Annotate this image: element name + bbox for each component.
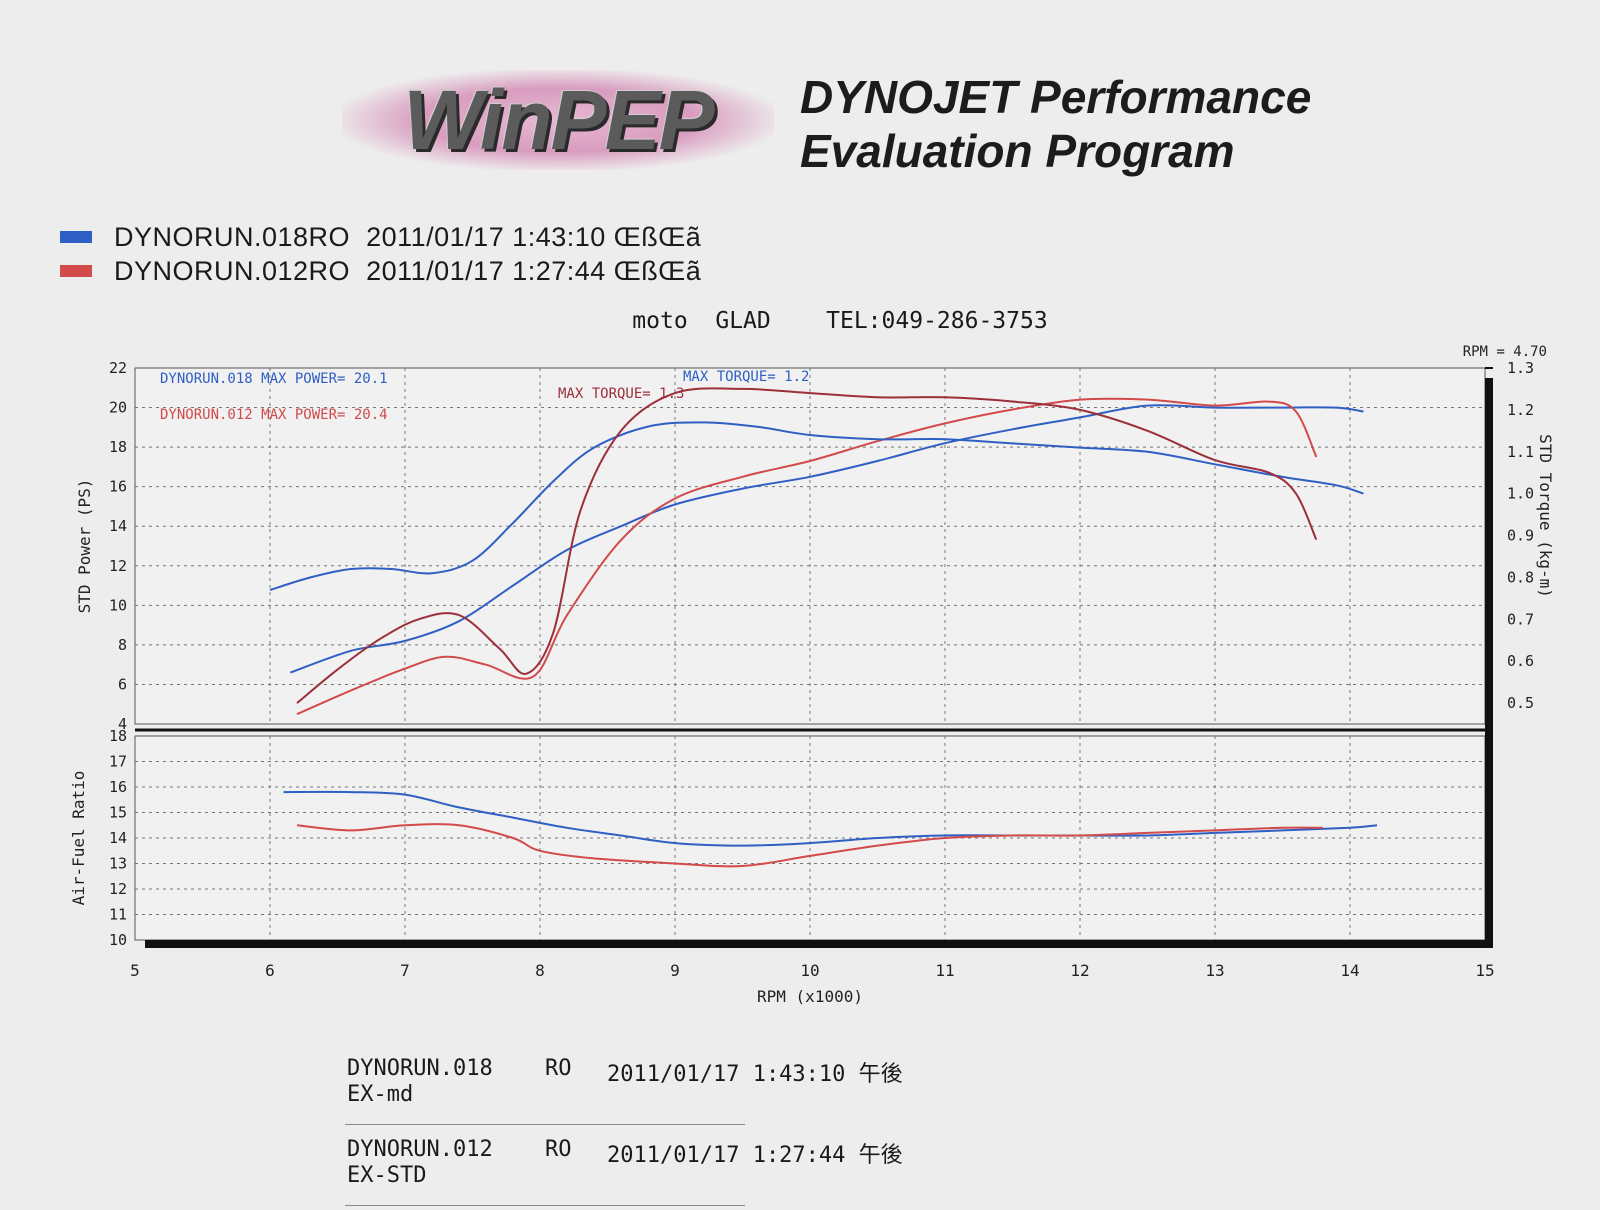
y-tick-label-torque: 0.9 xyxy=(1507,527,1534,545)
y-axis-title-torque: STD Torque (kg-m) xyxy=(1536,434,1555,598)
title-line-2: Evaluation Program xyxy=(800,125,1235,177)
y-tick-label-power: 18 xyxy=(109,438,127,456)
x-tick-label: 11 xyxy=(935,961,954,980)
run-mode: RO xyxy=(545,1056,572,1081)
y-tick-label-torque: 0.8 xyxy=(1507,568,1534,586)
y-tick-label-power: 20 xyxy=(109,399,127,417)
run-note: EX-STD xyxy=(347,1163,427,1188)
x-tick-label: 12 xyxy=(1070,961,1089,980)
x-tick-label: 13 xyxy=(1205,961,1224,980)
y-tick-label-afr: 17 xyxy=(109,753,127,771)
program-title: DYNOJET Performance Evaluation Program xyxy=(800,70,1311,178)
legend-swatch-blue xyxy=(60,231,92,243)
x-tick-label: 15 xyxy=(1475,961,1494,980)
winpep-logo: WinPEP xyxy=(342,70,774,170)
annotation-max-torque-012: MAX TORQUE= 1.3 xyxy=(558,386,684,402)
y-tick-label-torque: 0.6 xyxy=(1507,652,1534,670)
legend-swatch-red xyxy=(60,265,92,277)
x-tick-label: 6 xyxy=(265,961,275,980)
y-tick-label-power: 10 xyxy=(109,596,127,614)
run-name: DYNORUN.012 xyxy=(347,1137,493,1162)
run-note: EX-md xyxy=(347,1082,414,1107)
y-tick-label-afr: 10 xyxy=(109,931,127,949)
series-line-torque-dynorun-012 xyxy=(296,387,1318,704)
run-datetime: 2011/01/17 1:27:44 午後 xyxy=(607,1143,903,1168)
y-tick-label-torque: 1.2 xyxy=(1507,401,1534,419)
y-tick-label-afr: 12 xyxy=(109,880,127,898)
annotation-max-torque-018: MAX TORQUE= 1.2 xyxy=(683,369,809,385)
legend-timestamp: 2011/01/17 1:27:44 ŒßŒã xyxy=(366,256,702,286)
legend-item-012: DYNORUN.012RO 2011/01/17 1:27:44 ŒßŒã xyxy=(60,254,701,288)
series-line-afr-dynorun-018 xyxy=(283,790,1378,847)
series-line-power-dynorun-012 xyxy=(296,397,1318,716)
y-tick-label-power: 14 xyxy=(109,517,127,535)
series-line-afr-dynorun-012 xyxy=(296,823,1324,868)
y-tick-label-torque: 1.0 xyxy=(1507,485,1534,503)
x-tick-label: 10 xyxy=(800,961,819,980)
run-legend: DYNORUN.018RO 2011/01/17 1:43:10 ŒßŒã DY… xyxy=(60,220,701,288)
run-entry-012: DYNORUN.012 RO 2011/01/17 1:27:44 午後 EX-… xyxy=(345,1129,903,1206)
x-tick-label: 14 xyxy=(1340,961,1359,980)
x-tick-label: 7 xyxy=(400,961,410,980)
y-tick-label-afr: 16 xyxy=(109,778,127,796)
y-tick-label-torque: 0.7 xyxy=(1507,610,1534,628)
run-details: DYNORUN.018 RO 2011/01/17 1:43:10 午後 EX-… xyxy=(345,1048,903,1210)
y-tick-label-power: 8 xyxy=(118,636,127,654)
run-name: DYNORUN.018 xyxy=(347,1056,493,1081)
y-tick-label-power: 22 xyxy=(109,359,127,377)
y-tick-label-torque: 0.5 xyxy=(1507,694,1534,712)
y-tick-label-power: 4 xyxy=(118,715,127,733)
y-tick-label-power: 6 xyxy=(118,675,127,693)
y-tick-label-torque: 1.3 xyxy=(1507,359,1534,377)
y-axis-title-power: STD Power (PS) xyxy=(75,479,94,614)
annotation-max-power-018: DYNORUN.018 MAX POWER= 20.1 xyxy=(160,371,388,387)
x-axis-title: RPM (x1000) xyxy=(757,987,863,1006)
y-tick-label-afr: 11 xyxy=(109,906,127,924)
legend-file: DYNORUN.012RO xyxy=(114,256,351,286)
series-line-power-dynorun-018 xyxy=(289,404,1364,674)
legend-timestamp: 2011/01/17 1:43:10 ŒßŒã xyxy=(366,222,702,252)
y-axis-title-afr: Air-Fuel Ratio xyxy=(69,771,88,906)
x-tick-label: 5 xyxy=(130,961,140,980)
y-tick-label-afr: 15 xyxy=(109,804,127,822)
title-line-1: DYNOJET Performance xyxy=(800,71,1312,123)
y-tick-label-power: 16 xyxy=(109,478,127,496)
rpm-note: RPM = 4.70 xyxy=(1463,344,1547,360)
x-tick-label: 8 xyxy=(535,961,545,980)
y-tick-label-afr: 18 xyxy=(109,727,127,745)
y-tick-label-power: 12 xyxy=(109,557,127,575)
y-tick-label-torque: 1.1 xyxy=(1507,443,1534,461)
run-entry-018: DYNORUN.018 RO 2011/01/17 1:43:10 午後 EX-… xyxy=(345,1048,903,1125)
legend-file: DYNORUN.018RO xyxy=(114,222,351,252)
run-mode: RO xyxy=(545,1137,572,1162)
legend-item-018: DYNORUN.018RO 2011/01/17 1:43:10 ŒßŒã xyxy=(60,220,701,254)
annotation-max-power-012: DYNORUN.012 MAX POWER= 20.4 xyxy=(160,407,388,423)
shop-info: moto GLAD TEL:049-286-3753 xyxy=(632,308,1048,334)
logo-text: WinPEP xyxy=(403,72,714,167)
series-line-torque-dynorun-018 xyxy=(269,421,1364,591)
y-tick-label-afr: 14 xyxy=(109,829,127,847)
x-tick-label: 9 xyxy=(670,961,680,980)
y-tick-label-afr: 13 xyxy=(109,855,127,873)
run-datetime: 2011/01/17 1:43:10 午後 xyxy=(607,1062,903,1087)
